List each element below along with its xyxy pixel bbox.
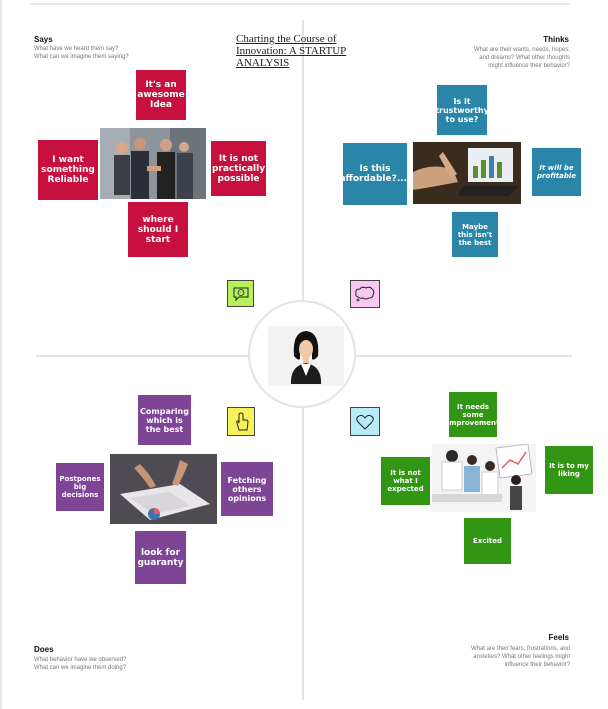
- documents-photo: [110, 454, 217, 524]
- handshake-photo: [100, 128, 206, 199]
- pointing-hand-icon: [227, 407, 255, 436]
- does-title: Does: [34, 645, 54, 654]
- says-note-reliable: I want something Reliable: [38, 140, 98, 200]
- feels-subtitle: What are their fears, frustrations, and …: [470, 646, 570, 668]
- feels-title: Feels: [548, 633, 569, 642]
- feels-note-not-expected: It is not what I expected: [381, 457, 430, 505]
- does-note-guaranty: look for guaranty: [135, 531, 186, 584]
- says-note-where-start: where should I start: [128, 202, 188, 257]
- heart-icon: [350, 407, 380, 436]
- thinks-title: Thinks: [543, 35, 569, 44]
- woman-avatar-icon: [268, 326, 344, 386]
- says-note-awesome-idea: It's an awesome Idea: [136, 70, 186, 120]
- thinks-note-trustworthy: Is it trustworthy to use?: [435, 85, 489, 135]
- presentation-photo: [432, 444, 536, 512]
- thinks-note-affordable: Is this affordable?....: [339, 143, 411, 205]
- does-note-postpones: Postpones big decisions: [56, 463, 104, 511]
- feels-note-excited: Excited: [464, 518, 511, 564]
- feels-note-needs-improvement: It needs some improvement: [447, 392, 499, 437]
- smiley-speech-icon: [227, 280, 254, 307]
- page-left-edge: [0, 0, 2, 709]
- says-subtitle: What have we heard them say? What can we…: [34, 46, 129, 60]
- does-subtitle: What behavior have we observed? What can…: [34, 657, 127, 671]
- thinks-note-profitable: It will be profitable: [532, 148, 581, 196]
- thinks-note-maybe-not-best: Maybe this isn't the best: [452, 212, 498, 257]
- thinks-subtitle: What are their wants, needs, hopes, and …: [473, 47, 570, 69]
- feels-note-liking: It is to my liking: [545, 446, 593, 494]
- does-note-comparing: Comparing which is the best: [138, 395, 191, 445]
- map-title: Charting the Course of Innovation: A STA…: [236, 33, 347, 69]
- thought-bubble-icon: [350, 280, 380, 308]
- page-top-edge: [30, 3, 570, 5]
- does-note-fetching-opinions: Fetching others opinions: [221, 462, 273, 516]
- laptop-photo: [413, 142, 521, 204]
- says-note-not-possible: It is not practically possible: [211, 141, 266, 196]
- says-title: Says: [34, 35, 53, 44]
